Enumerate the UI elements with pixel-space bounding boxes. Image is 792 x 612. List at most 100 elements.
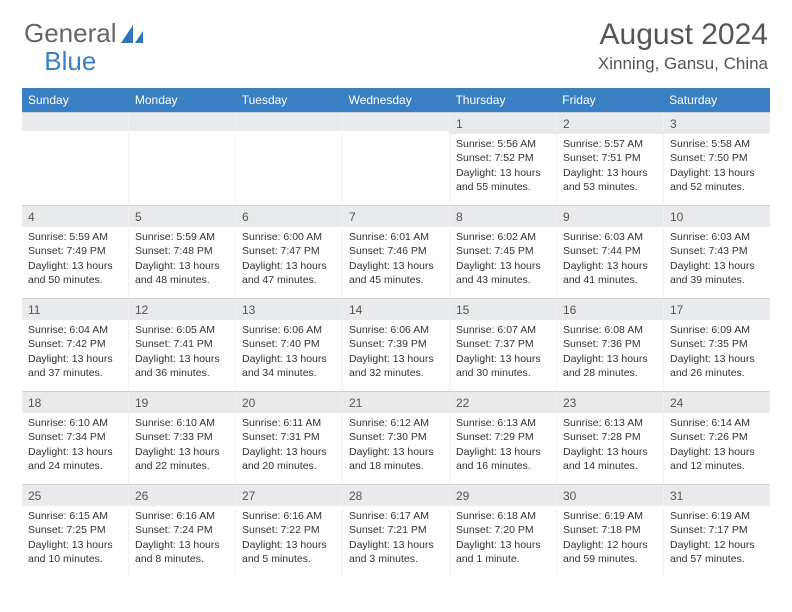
day-number: 5 bbox=[129, 206, 235, 227]
daylight-line-1: Daylight: 13 hours bbox=[135, 538, 229, 552]
sunrise-line: Sunrise: 6:13 AM bbox=[456, 416, 550, 430]
day-body: Sunrise: 6:03 AMSunset: 7:43 PMDaylight:… bbox=[664, 227, 770, 291]
daylight-line-1: Daylight: 13 hours bbox=[135, 445, 229, 459]
daylight-line-1: Daylight: 13 hours bbox=[242, 352, 336, 366]
day-number: 11 bbox=[22, 299, 128, 320]
brand-part1: General bbox=[24, 18, 117, 49]
weekday-saturday: Saturday bbox=[663, 88, 770, 112]
daylight-line-2: and 41 minutes. bbox=[563, 273, 657, 287]
daylight-line-1: Daylight: 13 hours bbox=[563, 166, 657, 180]
day-cell: 19Sunrise: 6:10 AMSunset: 7:33 PMDayligh… bbox=[129, 392, 236, 484]
day-body: Sunrise: 6:13 AMSunset: 7:29 PMDaylight:… bbox=[450, 413, 556, 477]
week-row: 11Sunrise: 6:04 AMSunset: 7:42 PMDayligh… bbox=[22, 298, 770, 391]
day-cell: 21Sunrise: 6:12 AMSunset: 7:30 PMDayligh… bbox=[343, 392, 450, 484]
brand-part2: Blue bbox=[44, 46, 96, 77]
daylight-line-1: Daylight: 13 hours bbox=[28, 259, 122, 273]
daylight-line-1: Daylight: 13 hours bbox=[456, 445, 550, 459]
day-body: Sunrise: 6:14 AMSunset: 7:26 PMDaylight:… bbox=[664, 413, 770, 477]
week-row: 18Sunrise: 6:10 AMSunset: 7:34 PMDayligh… bbox=[22, 391, 770, 484]
sunrise-line: Sunrise: 5:59 AM bbox=[28, 230, 122, 244]
sunrise-line: Sunrise: 5:58 AM bbox=[670, 137, 764, 151]
weekday-monday: Monday bbox=[129, 88, 236, 112]
day-cell: 20Sunrise: 6:11 AMSunset: 7:31 PMDayligh… bbox=[236, 392, 343, 484]
sunrise-line: Sunrise: 5:56 AM bbox=[456, 137, 550, 151]
day-number: 17 bbox=[664, 299, 770, 320]
sunrise-line: Sunrise: 6:07 AM bbox=[456, 323, 550, 337]
sunrise-line: Sunrise: 6:01 AM bbox=[349, 230, 443, 244]
daylight-line-1: Daylight: 13 hours bbox=[135, 259, 229, 273]
day-body: Sunrise: 6:05 AMSunset: 7:41 PMDaylight:… bbox=[129, 320, 235, 384]
day-number: 27 bbox=[236, 485, 342, 506]
daylight-line-2: and 8 minutes. bbox=[135, 552, 229, 566]
sunset-line: Sunset: 7:39 PM bbox=[349, 337, 443, 351]
day-body: Sunrise: 5:56 AMSunset: 7:52 PMDaylight:… bbox=[450, 134, 556, 198]
day-body: Sunrise: 6:10 AMSunset: 7:34 PMDaylight:… bbox=[22, 413, 128, 477]
daylight-line-2: and 43 minutes. bbox=[456, 273, 550, 287]
sunset-line: Sunset: 7:47 PM bbox=[242, 244, 336, 258]
day-number: 23 bbox=[557, 392, 663, 413]
day-number bbox=[22, 113, 128, 131]
sunset-line: Sunset: 7:26 PM bbox=[670, 430, 764, 444]
day-number: 16 bbox=[557, 299, 663, 320]
daylight-line-1: Daylight: 12 hours bbox=[670, 538, 764, 552]
daylight-line-2: and 26 minutes. bbox=[670, 366, 764, 380]
brand-logo: General bbox=[24, 18, 145, 49]
sunset-line: Sunset: 7:20 PM bbox=[456, 523, 550, 537]
day-number: 29 bbox=[450, 485, 556, 506]
day-body bbox=[343, 131, 449, 138]
sunset-line: Sunset: 7:33 PM bbox=[135, 430, 229, 444]
daylight-line-1: Daylight: 13 hours bbox=[349, 445, 443, 459]
sunset-line: Sunset: 7:40 PM bbox=[242, 337, 336, 351]
day-body: Sunrise: 6:04 AMSunset: 7:42 PMDaylight:… bbox=[22, 320, 128, 384]
day-number: 6 bbox=[236, 206, 342, 227]
sunrise-line: Sunrise: 5:59 AM bbox=[135, 230, 229, 244]
weekday-friday: Friday bbox=[556, 88, 663, 112]
day-number: 7 bbox=[343, 206, 449, 227]
weekday-sunday: Sunday bbox=[22, 88, 129, 112]
daylight-line-2: and 55 minutes. bbox=[456, 180, 550, 194]
day-cell bbox=[343, 113, 450, 205]
sunrise-line: Sunrise: 6:17 AM bbox=[349, 509, 443, 523]
daylight-line-2: and 22 minutes. bbox=[135, 459, 229, 473]
day-number: 28 bbox=[343, 485, 449, 506]
daylight-line-1: Daylight: 12 hours bbox=[563, 538, 657, 552]
day-cell: 4Sunrise: 5:59 AMSunset: 7:49 PMDaylight… bbox=[22, 206, 129, 298]
day-cell bbox=[22, 113, 129, 205]
daylight-line-2: and 37 minutes. bbox=[28, 366, 122, 380]
day-body: Sunrise: 6:10 AMSunset: 7:33 PMDaylight:… bbox=[129, 413, 235, 477]
sunset-line: Sunset: 7:34 PM bbox=[28, 430, 122, 444]
sunrise-line: Sunrise: 6:15 AM bbox=[28, 509, 122, 523]
day-number: 19 bbox=[129, 392, 235, 413]
sunset-line: Sunset: 7:49 PM bbox=[28, 244, 122, 258]
day-number bbox=[236, 113, 342, 131]
sunset-line: Sunset: 7:46 PM bbox=[349, 244, 443, 258]
day-number: 1 bbox=[450, 113, 556, 134]
day-body: Sunrise: 5:58 AMSunset: 7:50 PMDaylight:… bbox=[664, 134, 770, 198]
sunrise-line: Sunrise: 5:57 AM bbox=[563, 137, 657, 151]
sail-icon bbox=[119, 23, 145, 45]
sunset-line: Sunset: 7:50 PM bbox=[670, 151, 764, 165]
day-body: Sunrise: 5:57 AMSunset: 7:51 PMDaylight:… bbox=[557, 134, 663, 198]
daylight-line-1: Daylight: 13 hours bbox=[28, 538, 122, 552]
daylight-line-1: Daylight: 13 hours bbox=[670, 166, 764, 180]
day-cell: 8Sunrise: 6:02 AMSunset: 7:45 PMDaylight… bbox=[450, 206, 557, 298]
day-cell: 27Sunrise: 6:16 AMSunset: 7:22 PMDayligh… bbox=[236, 485, 343, 577]
day-cell: 26Sunrise: 6:16 AMSunset: 7:24 PMDayligh… bbox=[129, 485, 236, 577]
week-row: 1Sunrise: 5:56 AMSunset: 7:52 PMDaylight… bbox=[22, 112, 770, 205]
daylight-line-1: Daylight: 13 hours bbox=[456, 538, 550, 552]
sunset-line: Sunset: 7:17 PM bbox=[670, 523, 764, 537]
sunset-line: Sunset: 7:42 PM bbox=[28, 337, 122, 351]
sunrise-line: Sunrise: 6:16 AM bbox=[135, 509, 229, 523]
day-body: Sunrise: 6:06 AMSunset: 7:39 PMDaylight:… bbox=[343, 320, 449, 384]
day-body: Sunrise: 6:09 AMSunset: 7:35 PMDaylight:… bbox=[664, 320, 770, 384]
day-number: 15 bbox=[450, 299, 556, 320]
day-cell: 30Sunrise: 6:19 AMSunset: 7:18 PMDayligh… bbox=[557, 485, 664, 577]
daylight-line-1: Daylight: 13 hours bbox=[349, 538, 443, 552]
sunset-line: Sunset: 7:18 PM bbox=[563, 523, 657, 537]
day-cell: 25Sunrise: 6:15 AMSunset: 7:25 PMDayligh… bbox=[22, 485, 129, 577]
sunset-line: Sunset: 7:35 PM bbox=[670, 337, 764, 351]
day-cell: 28Sunrise: 6:17 AMSunset: 7:21 PMDayligh… bbox=[343, 485, 450, 577]
sunrise-line: Sunrise: 6:02 AM bbox=[456, 230, 550, 244]
sunset-line: Sunset: 7:25 PM bbox=[28, 523, 122, 537]
daylight-line-2: and 16 minutes. bbox=[456, 459, 550, 473]
